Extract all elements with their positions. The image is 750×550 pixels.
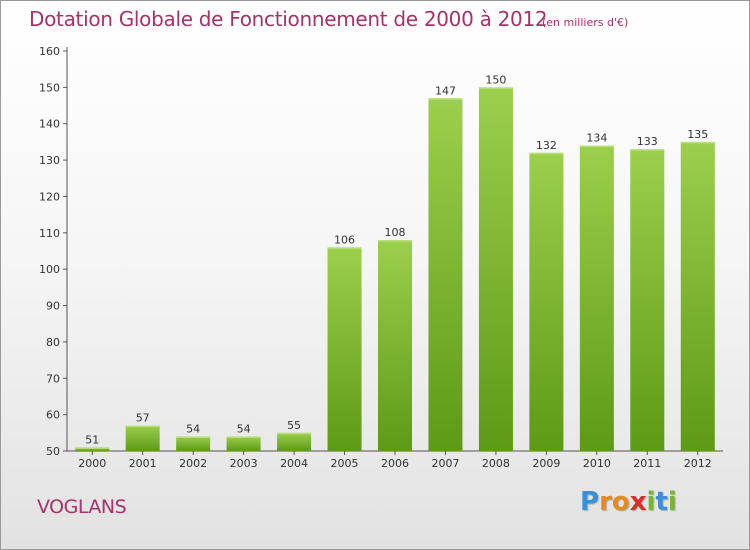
y-tick-label: 110 xyxy=(39,227,60,240)
logo-letter: r xyxy=(599,487,612,517)
y-tick-label: 150 xyxy=(39,81,60,94)
x-tick-label: 2003 xyxy=(230,457,258,470)
x-tick-label: 2002 xyxy=(179,457,207,470)
bar-value-label: 133 xyxy=(637,135,658,148)
bar xyxy=(277,432,312,451)
y-tick-label: 60 xyxy=(46,409,60,422)
bar-highlight xyxy=(579,145,614,148)
bar-highlight xyxy=(630,149,665,151)
y-tick-label: 50 xyxy=(46,445,60,458)
bar xyxy=(478,87,513,451)
bar-value-label: 135 xyxy=(687,128,708,141)
y-tick-label: 70 xyxy=(46,372,60,385)
y-tick-label: 140 xyxy=(39,118,60,131)
bar-value-label: 57 xyxy=(136,412,150,425)
x-tick-label: 2004 xyxy=(280,457,308,470)
logo-letter: P xyxy=(580,487,600,517)
x-tick-label: 2011 xyxy=(633,457,661,470)
y-tick-label: 100 xyxy=(39,263,60,276)
chart-axes: 50 60 70 80 90 100 110 120 130 140 150 160 2000 2001 2… xyxy=(39,45,723,470)
bar-value-label: 51 xyxy=(85,433,99,446)
x-tick-label: 2000 xyxy=(78,457,106,470)
x-tick-label: 2012 xyxy=(684,457,712,470)
chart-unit: (en milliers d'€) xyxy=(542,16,629,29)
bar xyxy=(378,240,412,451)
x-tick-label: 2007 xyxy=(431,457,459,470)
chart-labels: 51 57 54 54 55 106 108 147 150 132 134 133 135 xyxy=(85,73,708,446)
bar-highlight xyxy=(478,87,513,89)
bar xyxy=(176,436,211,451)
bar xyxy=(226,436,261,451)
logo-letter: i xyxy=(667,487,677,517)
y-tick-label: 80 xyxy=(46,336,60,349)
bar-highlight xyxy=(176,436,211,438)
bar-value-label: 134 xyxy=(586,132,607,145)
x-tick-label: 2006 xyxy=(381,457,409,470)
bar-highlight xyxy=(125,425,160,428)
bar-value-label: 55 xyxy=(287,419,301,432)
commune-name: VOGLANS xyxy=(37,496,127,518)
bar-value-label: 147 xyxy=(435,84,456,97)
x-tick-label: 2005 xyxy=(331,457,359,470)
y-tick-label: 130 xyxy=(39,154,60,167)
bar xyxy=(630,149,665,451)
bar xyxy=(529,152,564,451)
bar-value-label: 150 xyxy=(485,73,506,86)
logo-letter: o xyxy=(611,487,630,517)
bar-highlight xyxy=(428,98,463,100)
x-tick-label: 2008 xyxy=(482,457,510,470)
x-tick-label: 2010 xyxy=(583,457,611,470)
bar-highlight xyxy=(75,447,110,449)
bar-value-label: 108 xyxy=(385,226,406,239)
bar-value-label: 106 xyxy=(334,233,355,246)
bar xyxy=(579,145,614,451)
proxiti-logo[interactable]: Proxiti xyxy=(580,487,677,517)
bar xyxy=(75,447,110,451)
logo-letter: i xyxy=(646,487,656,517)
logo-letter: x xyxy=(629,487,647,517)
bar-highlight xyxy=(277,432,312,435)
bar-highlight xyxy=(529,152,564,155)
chart-title: Dotation Globale de Fonctionnement de 20… xyxy=(29,7,548,31)
x-tick-label: 2001 xyxy=(129,457,157,470)
bar-highlight xyxy=(680,141,715,144)
bar xyxy=(680,141,715,451)
bar xyxy=(125,425,160,451)
bar xyxy=(327,247,362,451)
y-tick-label: 160 xyxy=(39,45,60,58)
chart-bars xyxy=(75,87,715,451)
bar xyxy=(428,98,463,451)
bar-value-label: 54 xyxy=(186,422,200,435)
bar-highlight xyxy=(327,247,362,249)
bar-value-label: 54 xyxy=(237,422,251,435)
y-tick-label: 90 xyxy=(46,300,60,313)
bar-value-label: 132 xyxy=(536,139,557,152)
x-tick-label: 2009 xyxy=(532,457,560,470)
y-tick-label: 120 xyxy=(39,190,60,203)
bar-highlight xyxy=(378,240,412,242)
logo-letter: t xyxy=(655,487,668,517)
bar-highlight xyxy=(226,436,261,438)
